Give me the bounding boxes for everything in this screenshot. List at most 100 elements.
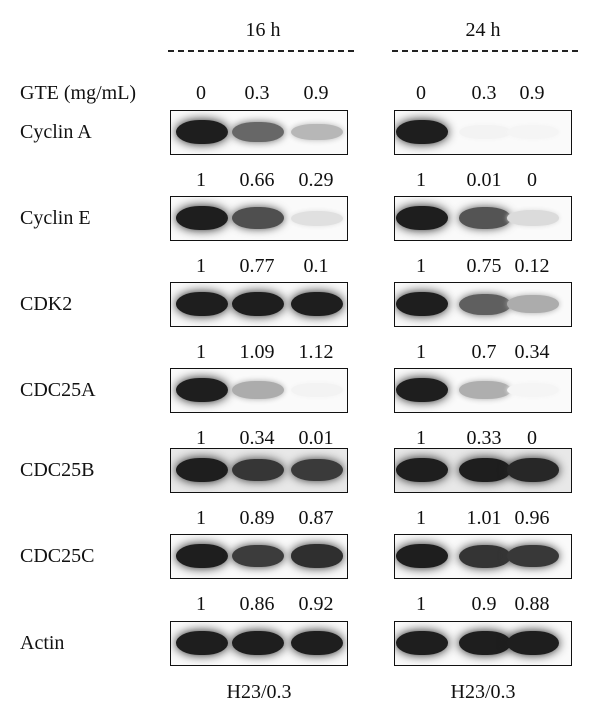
blot-band — [232, 381, 284, 399]
blot-band — [396, 631, 448, 655]
blot-band — [459, 458, 511, 482]
quantification-value: 1 — [196, 593, 206, 615]
blot-band — [507, 458, 559, 482]
quantification-value: 0.34 — [239, 427, 275, 449]
blot-band — [396, 120, 448, 144]
blot-band — [396, 206, 448, 230]
blot-panel — [170, 448, 348, 493]
quantification-value: 1 — [416, 507, 426, 529]
protein-label: CDC25A — [20, 379, 96, 401]
blot-band — [459, 293, 511, 315]
timepoint-divider — [168, 50, 354, 52]
blot-panel — [170, 621, 348, 666]
blot-band — [507, 295, 559, 313]
quantification-value: 0.7 — [471, 341, 497, 363]
dose-label: 0.3 — [244, 82, 270, 104]
quantification-value: 1 — [416, 255, 426, 277]
quantification-value: 1.01 — [466, 507, 502, 529]
blot-band — [459, 207, 511, 229]
quantification-value: 0.75 — [466, 255, 502, 277]
dose-label: 0.9 — [303, 82, 329, 104]
quantification-value: 0.01 — [298, 427, 334, 449]
blot-band — [507, 631, 559, 655]
timepoint-divider — [392, 50, 578, 52]
blot-panel — [170, 368, 348, 413]
blot-band — [232, 458, 284, 482]
blot-panel — [394, 534, 572, 579]
blot-band — [396, 378, 448, 402]
blot-band — [291, 631, 343, 655]
quantification-value: 0.89 — [239, 507, 275, 529]
quantification-value: 0.77 — [239, 255, 275, 277]
protein-label: Cyclin A — [20, 121, 92, 143]
quantification-value: 0.1 — [303, 255, 329, 277]
blot-band — [507, 125, 559, 139]
blot-band — [176, 458, 228, 482]
blot-panel — [170, 110, 348, 155]
blot-band — [291, 123, 343, 141]
blot-band — [232, 121, 284, 143]
quantification-value: 1 — [416, 341, 426, 363]
quantification-value: 1 — [196, 255, 206, 277]
blot-band — [291, 458, 343, 482]
blot-band — [459, 124, 511, 140]
quantification-value: 0.29 — [298, 169, 334, 191]
quantification-value: 1 — [416, 593, 426, 615]
protein-label: CDK2 — [20, 293, 73, 315]
quantification-value: 1 — [416, 427, 426, 449]
blot-band — [396, 292, 448, 316]
quantification-value: 1 — [196, 507, 206, 529]
blot-band — [291, 292, 343, 316]
blot-panel — [170, 282, 348, 327]
protein-label: Cyclin E — [20, 207, 91, 229]
blot-band — [396, 544, 448, 568]
quantification-value: 0.33 — [466, 427, 502, 449]
blot-band — [396, 458, 448, 482]
quantification-value: 1.12 — [298, 341, 334, 363]
blot-band — [459, 381, 511, 399]
blot-band — [176, 631, 228, 655]
quantification-value: 0.66 — [239, 169, 275, 191]
blot-band — [176, 378, 228, 402]
quantification-value: 1.09 — [239, 341, 275, 363]
timepoint-label: 24 h — [465, 19, 501, 41]
quantification-value: 0.01 — [466, 169, 502, 191]
blot-band — [176, 120, 228, 144]
blot-band — [507, 210, 559, 226]
dose-label: 0.9 — [519, 82, 545, 104]
blot-band — [507, 383, 559, 397]
quantification-value: 0.9 — [471, 593, 497, 615]
treatment-label: GTE (mg/mL) — [20, 82, 137, 104]
quantification-value: 1 — [196, 427, 206, 449]
protein-label: CDC25C — [20, 545, 95, 567]
blot-band — [232, 544, 284, 568]
protein-label: CDC25B — [20, 459, 95, 481]
blot-band — [176, 292, 228, 316]
blot-band — [291, 382, 343, 398]
blot-band — [232, 207, 284, 229]
quantification-value: 0.12 — [514, 255, 550, 277]
dose-label: 0 — [196, 82, 206, 104]
blot-band — [232, 292, 284, 316]
quantification-value: 1 — [196, 169, 206, 191]
blot-band — [291, 544, 343, 568]
quantification-value: 0.87 — [298, 507, 334, 529]
quantification-value: 0.88 — [514, 593, 550, 615]
blot-panel — [394, 196, 572, 241]
quantification-value: 1 — [416, 169, 426, 191]
cell-line-label: H23/0.3 — [226, 681, 292, 703]
blot-band — [459, 544, 511, 568]
blot-band — [507, 544, 559, 568]
cell-line-label: H23/0.3 — [450, 681, 516, 703]
blot-band — [459, 631, 511, 655]
blot-band — [176, 206, 228, 230]
quantification-value: 0 — [527, 427, 537, 449]
quantification-value: 0.96 — [514, 507, 550, 529]
quantification-value: 0.86 — [239, 593, 275, 615]
blot-panel — [394, 368, 572, 413]
quantification-value: 1 — [196, 341, 206, 363]
blot-panel — [170, 196, 348, 241]
blot-panel — [394, 621, 572, 666]
blot-panel — [394, 282, 572, 327]
protein-label: Actin — [20, 632, 65, 654]
